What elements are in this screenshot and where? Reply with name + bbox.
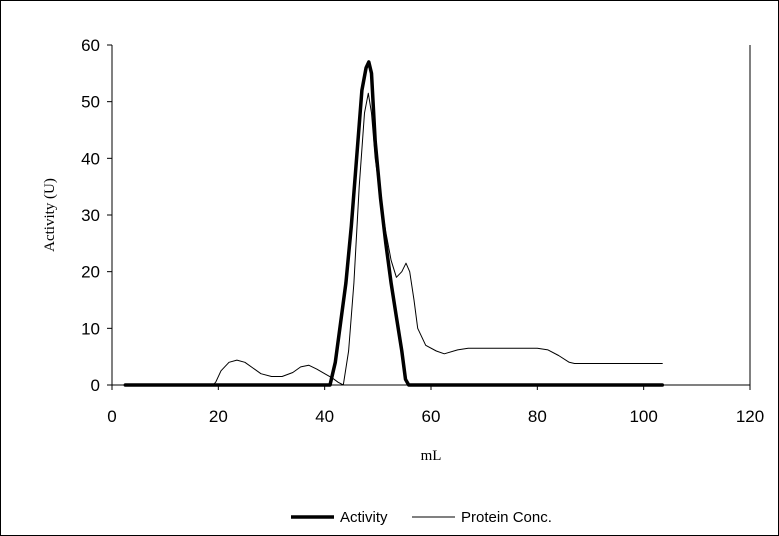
x-tick-label: 60 [422, 407, 441, 426]
x-tick-label: 80 [528, 407, 547, 426]
plot-area: 0 10 20 30 40 50 60 0 20 40 60 80 100 120 [81, 36, 764, 426]
y-axis-title: Activity (U) [42, 178, 58, 252]
legend-protein-label: Protein Conc. [461, 509, 552, 526]
y-tick-label: 20 [81, 263, 100, 282]
series-line-protein-conc [124, 92, 663, 386]
y-tick-label: 60 [81, 36, 100, 55]
x-axis-title: mL [421, 448, 442, 464]
x-tick-label: 120 [736, 407, 764, 426]
series-line-activity [123, 60, 665, 387]
x-tick-label: 40 [315, 407, 334, 426]
y-tick-label: 50 [81, 93, 100, 112]
y-tick-label: 40 [81, 149, 100, 168]
x-tick-label: 100 [629, 407, 657, 426]
legend-activity-label: Activity [340, 509, 388, 526]
y-tick-label: 30 [81, 206, 100, 225]
legend: Activity Protein Conc. [291, 509, 552, 526]
x-tick-label: 20 [209, 407, 228, 426]
y-tick-label: 10 [81, 319, 100, 338]
y-tick-label: 0 [91, 376, 100, 395]
x-tick-label: 0 [107, 407, 116, 426]
